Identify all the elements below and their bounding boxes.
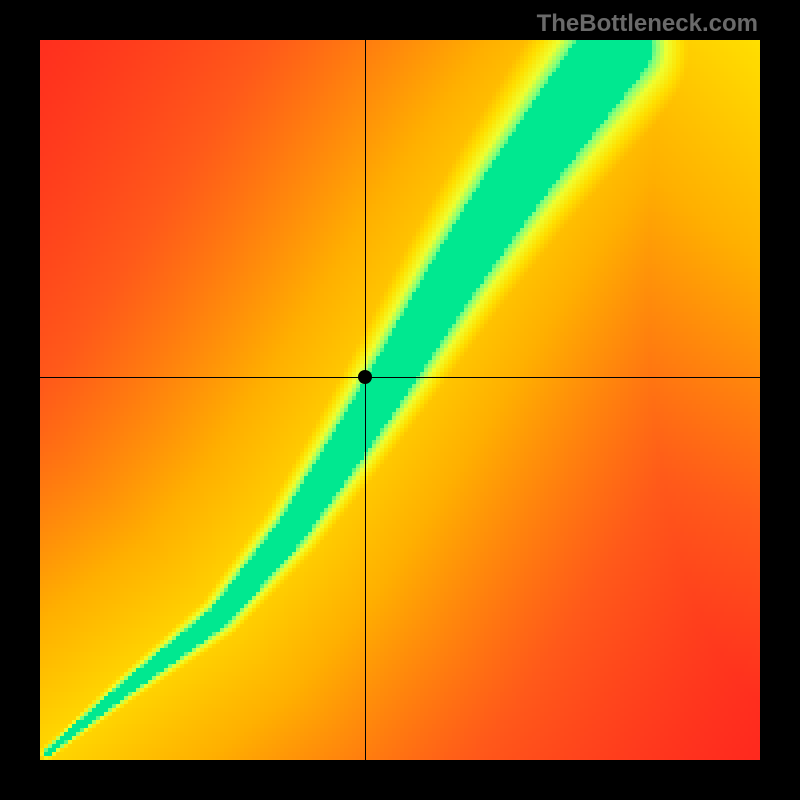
- plot-area: [40, 40, 760, 760]
- bottleneck-marker-dot: [358, 370, 372, 384]
- crosshair-vertical: [365, 40, 366, 760]
- crosshair-horizontal: [40, 377, 760, 378]
- watermark-text: TheBottleneck.com: [537, 10, 758, 38]
- heatmap-canvas: [40, 40, 760, 760]
